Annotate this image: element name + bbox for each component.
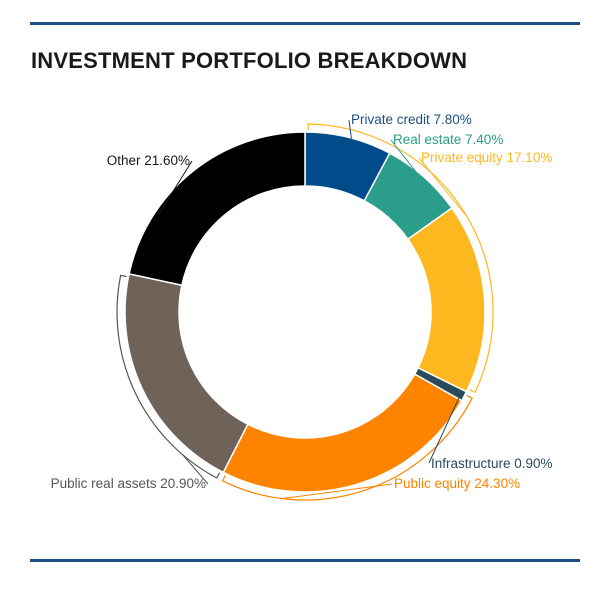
leader-infrastructure: [428, 394, 461, 464]
bracket-public-real-assets: [116, 274, 221, 479]
leader-public-real-assets: [182, 454, 209, 485]
label-public-real-assets: Public real assets 20.90%: [51, 476, 206, 491]
slices-group: [124, 131, 486, 493]
page-title: INVESTMENT PORTFOLIO BREAKDOWN: [31, 48, 468, 73]
label-infrastructure: Infrastructure 0.90%: [431, 456, 553, 471]
label-public-equity: Public equity 24.30%: [394, 476, 520, 491]
leader-private-equity: [418, 157, 468, 218]
bracket-private-assets: [307, 123, 494, 394]
leader-real-estate: [390, 139, 425, 184]
label-other: Other 21.60%: [107, 153, 190, 168]
brackets-group: [116, 123, 494, 501]
slice-other: [128, 131, 306, 287]
leader-public-equity: [281, 483, 393, 500]
top-rule: [30, 22, 580, 25]
bracket-public-equity: [221, 394, 473, 501]
label-private-credit: Private credit 7.80%: [351, 112, 472, 127]
leader-private-credit: [348, 119, 353, 143]
leader-other: [158, 160, 193, 214]
label-real-estate: Real estate 7.40%: [393, 132, 503, 147]
slice-public-equity: [222, 373, 463, 493]
leaders-group: [158, 119, 468, 500]
slice-public-real-assets: [124, 272, 249, 474]
labels-group: Private credit 7.80% Real estate 7.40% Pri…: [51, 112, 553, 491]
bottom-rule: [30, 559, 580, 562]
label-private-equity: Private equity 17.10%: [421, 150, 552, 165]
slice-private-equity: [406, 206, 486, 393]
